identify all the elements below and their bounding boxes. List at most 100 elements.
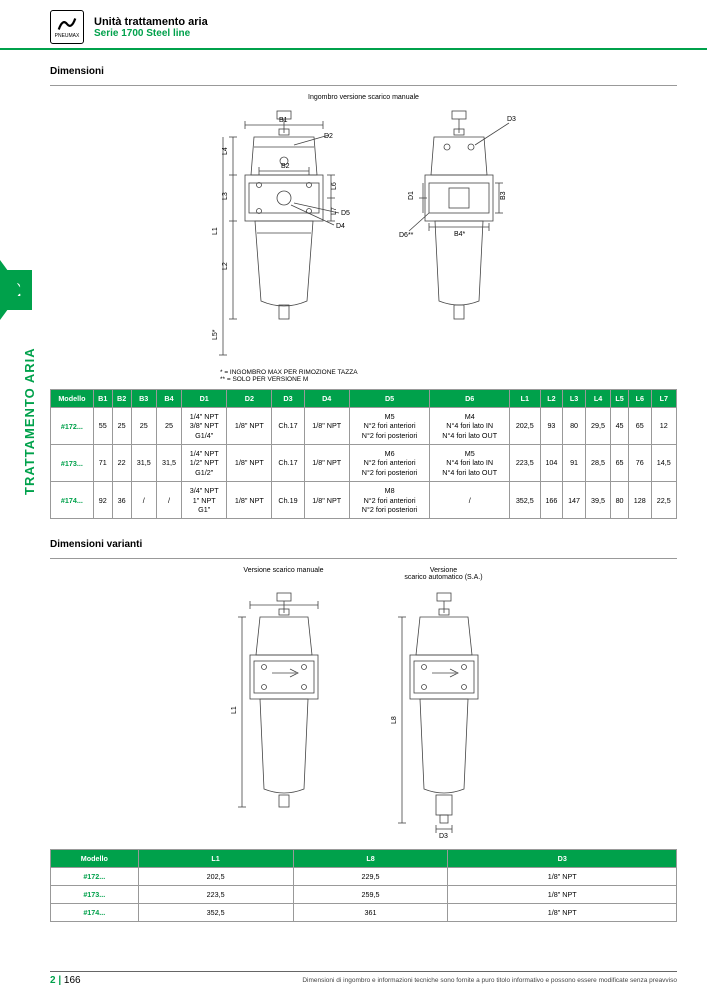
table-cell: 55 [93,408,112,445]
model-cell: #173... [51,445,94,482]
footer-page: 2 | 166 [50,975,81,986]
table-cell: 71 [93,445,112,482]
table-cell: 25 [112,408,131,445]
table-header: D4 [304,390,349,408]
variant-diagrams: Versione scarico manuale [50,567,677,839]
divider [50,85,677,86]
footer-sep: | [56,975,64,986]
table-header: D3 [272,390,304,408]
table-cell: 22,5 [651,482,676,519]
table-cell: 28,5 [585,445,610,482]
technical-drawing-front: B1 D2 B2 D5 D4 L4 L3 L2 L1 L5* L6 L7 [199,105,369,365]
table-cell: 229,5 [293,868,448,886]
model-cell: #172... [51,408,94,445]
variant-drawing-manual: L1 [224,589,344,819]
table-header: L2 [540,390,563,408]
svg-text:D2: D2 [324,133,333,140]
table-header: L7 [651,390,676,408]
page-subtitle: Serie 1700 Steel line [94,28,208,39]
variant-label-right: Versione scarico automatico (S.A.) [404,567,482,585]
svg-text:D6**: D6** [399,232,414,239]
table-cell: 128 [628,482,651,519]
table-cell: 147 [563,482,586,519]
table-cell: 104 [540,445,563,482]
section-varianti-heading: Dimensioni varianti [50,539,677,550]
page-footer: 2 | 166 Dimensioni di ingombro e informa… [50,971,677,986]
table-cell: 12 [651,408,676,445]
diagram-main: Ingombro versione scarico manuale [50,94,677,383]
page-title: Unità trattamento aria [94,16,208,28]
table-cell: 202,5 [510,408,541,445]
table-cell: 223,5 [510,445,541,482]
table-cell: 361 [293,904,448,922]
divider [50,558,677,559]
table-header: L1 [510,390,541,408]
table-cell: 1/8" NPT [304,445,349,482]
svg-text:B1: B1 [279,117,288,124]
table-cell: Ch.19 [272,482,304,519]
svg-text:L5*: L5* [212,329,219,340]
svg-text:B2: B2 [281,163,290,170]
table-cell: 202,5 [138,868,293,886]
svg-text:L7: L7 [331,207,338,215]
table-header: L8 [293,850,448,868]
svg-text:L1: L1 [212,227,219,235]
svg-text:D3: D3 [507,116,516,123]
table-cell: Ch.17 [272,445,304,482]
table-cell: 25 [131,408,156,445]
technical-drawing-side: D3 D1 B3 B4* D6** [399,105,529,365]
svg-text:L8: L8 [391,716,398,724]
table-cell: 29,5 [585,408,610,445]
table-cell: 22 [112,445,131,482]
table-cell: / [156,482,181,519]
table-row: #174...9236//3/4" NPT 1" NPT G1"1/8" NPT… [51,482,677,519]
dimension-table-1: ModelloB1B2B3B4D1D2D3D4D5D6L1L2L3L4L5L6L… [50,389,677,519]
page-header: PNEUMAX Unità trattamento aria Serie 170… [0,0,707,50]
table-cell: 1/8" NPT [448,904,677,922]
model-cell: #173... [51,886,139,904]
table-row: #173...223,5259,51/8" NPT [51,886,677,904]
table-cell: 80 [563,408,586,445]
table-header: D3 [448,850,677,868]
table-cell: 36 [112,482,131,519]
table-cell: 65 [628,408,651,445]
model-cell: #172... [51,868,139,886]
table-cell: 1/8" NPT [304,408,349,445]
svg-text:D5: D5 [341,210,350,217]
table-cell: 80 [611,482,629,519]
variant-drawing-auto: L8 D3 [384,589,504,839]
svg-text:B3: B3 [500,191,507,200]
footer-pagenum: 166 [64,975,81,986]
footer-disclaimer: Dimensioni di ingombro e informazioni te… [302,977,677,984]
table-cell: 92 [93,482,112,519]
table-header: L3 [563,390,586,408]
table-cell: 25 [156,408,181,445]
table-cell: 1/8" NPT [448,886,677,904]
svg-text:L3: L3 [222,192,229,200]
table-header: L6 [628,390,651,408]
table-cell: 352,5 [138,904,293,922]
table-cell: M4 N°4 fori lato IN N°4 fori lato OUT [430,408,510,445]
chapter-pointer-icon [0,260,22,320]
variant-label-left: Versione scarico manuale [243,567,323,585]
table-cell: Ch.17 [272,408,304,445]
table-header: D2 [227,390,272,408]
table-cell: 352,5 [510,482,541,519]
diagram-caption: Ingombro versione scarico manuale [50,94,677,101]
table-cell: 1/8" NPT [448,868,677,886]
table-cell: / [430,482,510,519]
model-cell: #174... [51,904,139,922]
table-cell: / [131,482,156,519]
table-cell: 31,5 [131,445,156,482]
table-cell: 3/4" NPT 1" NPT G1" [182,482,227,519]
dimension-table-2: ModelloL1L8D3 #172...202,5229,51/8" NPT#… [50,849,677,922]
table-cell: 1/4" NPT 1/2" NPT G1/2" [182,445,227,482]
table-header: Modello [51,390,94,408]
section-dimensioni-heading: Dimensioni [50,66,677,77]
model-cell: #174... [51,482,94,519]
page-content: Dimensioni Ingombro versione scarico man… [0,50,707,922]
table-cell: 1/8" NPT [227,408,272,445]
table-header: B1 [93,390,112,408]
table-cell: M6 N°2 fori anteriori N°2 fori posterior… [349,445,430,482]
table-header: B3 [131,390,156,408]
